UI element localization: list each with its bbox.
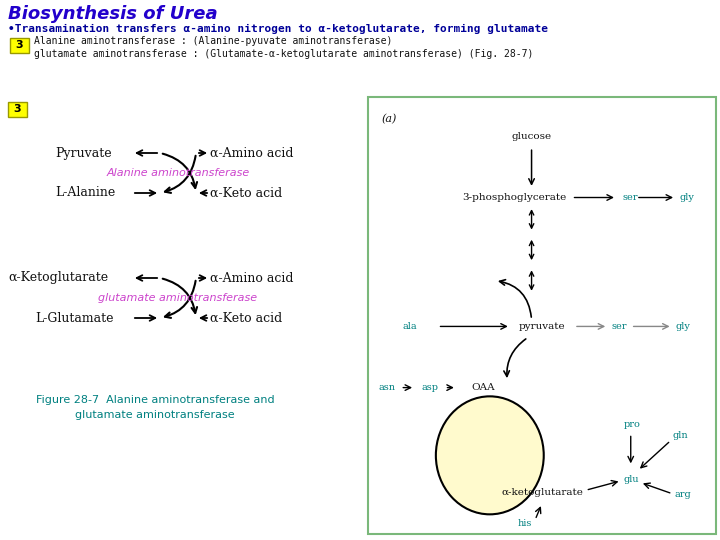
Text: L-Alanine: L-Alanine [55,186,115,199]
Text: glutamate aminotransferase: glutamate aminotransferase [75,410,235,420]
Text: Biosynthesis of Urea: Biosynthesis of Urea [8,5,217,23]
Text: arg: arg [674,490,691,499]
Text: 3: 3 [15,40,23,50]
Text: ser: ser [611,322,627,331]
Text: α-Ketoglutarate: α-Ketoglutarate [8,272,108,285]
Text: glucose: glucose [511,132,552,141]
Text: glu: glu [624,475,639,484]
FancyBboxPatch shape [9,37,29,52]
Text: gly: gly [676,322,691,331]
Ellipse shape [436,396,544,514]
Text: glutamate aminotransferase: glutamate aminotransferase [99,293,258,303]
Text: gln: gln [672,431,688,440]
FancyBboxPatch shape [7,102,27,117]
Text: α-Keto acid: α-Keto acid [210,186,282,199]
Text: Figure 28-7  Alanine aminotransferase and: Figure 28-7 Alanine aminotransferase and [36,395,274,405]
Text: OAA: OAA [471,383,495,392]
Text: Alanine aminotransferase : (Alanine-pyuvate aminotransferase): Alanine aminotransferase : (Alanine-pyuv… [34,36,392,46]
Text: his: his [518,518,532,528]
Bar [368,97,716,534]
Text: Pyruvate: Pyruvate [55,146,112,159]
Text: Alanine aminotransferase: Alanine aminotransferase [107,168,250,178]
Text: ser: ser [622,193,637,202]
Text: glutamate aminotransferase : (Glutamate-α-ketoglutarate aminotransferase) (Fig. : glutamate aminotransferase : (Glutamate-… [34,49,534,59]
Text: α-Amino acid: α-Amino acid [210,146,294,159]
Text: gly: gly [680,193,694,202]
Text: •Transamination transfers α-amino nitrogen to α-ketoglutarate, forming glutamate: •Transamination transfers α-amino nitrog… [8,24,548,34]
Text: α-ketoglutarate: α-ketoglutarate [501,488,583,497]
Text: asn: asn [379,383,395,392]
Text: ala: ala [402,322,418,331]
Text: L-Glutamate: L-Glutamate [35,312,114,325]
Text: (a): (a) [382,114,397,124]
Text: α-Amino acid: α-Amino acid [210,272,294,285]
Text: pyruvate: pyruvate [518,322,565,331]
Text: 3: 3 [13,104,21,114]
Text: asp: asp [422,383,439,392]
Text: 3-phosphoglycerate: 3-phosphoglycerate [462,193,567,202]
Text: α-Keto acid: α-Keto acid [210,312,282,325]
Text: pro: pro [624,420,641,429]
